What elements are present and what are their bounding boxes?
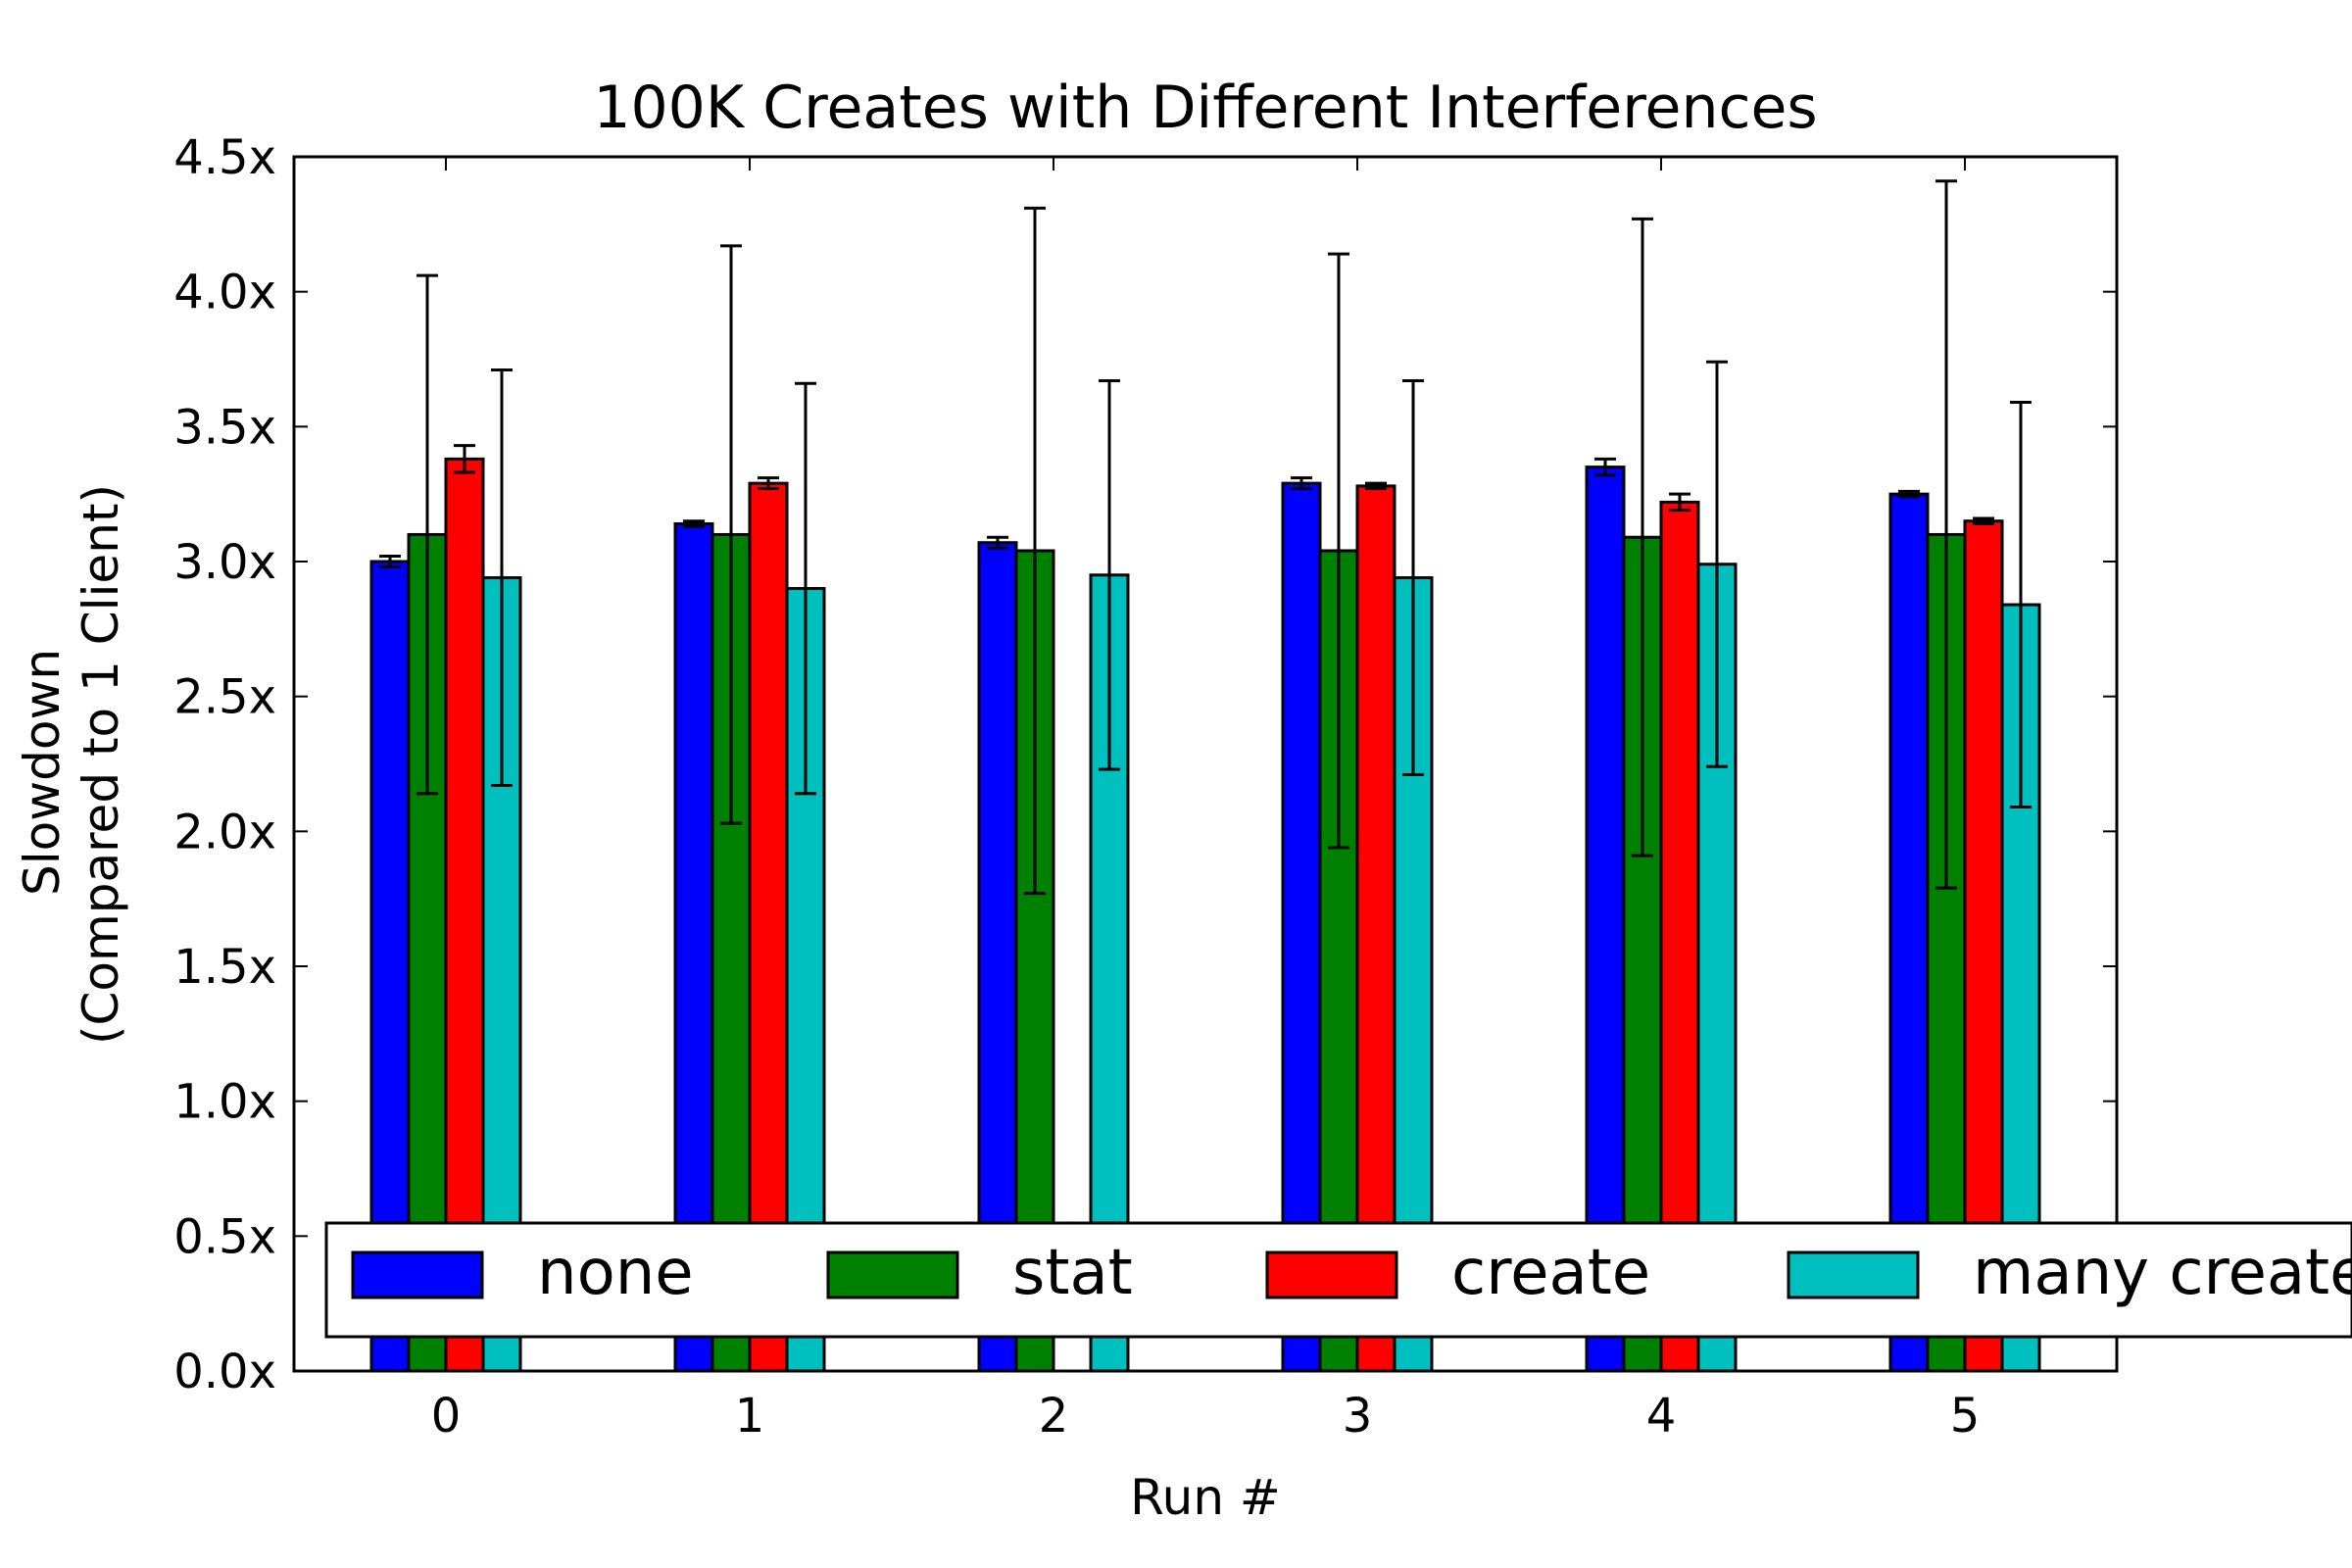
x-tick-label: 0 [431, 1389, 462, 1444]
error-bar-create-run-0 [454, 444, 475, 474]
error-bar-none-run-4 [1594, 457, 1616, 477]
y-tick-label: 3.0x [173, 535, 276, 590]
error-bar-none-run-0 [379, 554, 401, 569]
x-axis-label: Run # [1130, 1469, 1281, 1526]
error-bar-stat-run-0 [416, 273, 438, 796]
x-tick-label: 1 [735, 1389, 765, 1444]
y-tick-label: 2.0x [173, 805, 276, 859]
error-bar-many-creates-run-0 [491, 368, 513, 788]
y-axis-label: Slowdown (Compared to 1 Client) [14, 484, 129, 1045]
y-tick-label: 3.5x [173, 400, 276, 455]
error-bar-stat-run-4 [1632, 217, 1653, 858]
error-bar-many-creates-run-5 [2010, 401, 2032, 809]
error-bar-many-creates-run-2 [1099, 379, 1120, 771]
error-bar-stat-run-5 [1936, 179, 1957, 890]
x-tick-label: 3 [1343, 1389, 1373, 1444]
error-bar-many-creates-run-3 [1402, 379, 1424, 777]
y-axis-label-line2: (Compared to 1 Client) [73, 484, 129, 1045]
error-bar-create-run-1 [758, 476, 779, 491]
error-bar-create-run-3 [1365, 481, 1387, 491]
chart-title: 100K Creates with Different Interference… [593, 74, 1817, 142]
error-bar-none-run-5 [1898, 489, 1920, 499]
x-tick-label: 2 [1039, 1389, 1069, 1444]
y-axis-label-line1: Slowdown [14, 649, 71, 896]
y-tick-label: 4.0x [173, 266, 276, 320]
error-bar-create-run-4 [1669, 492, 1690, 513]
legend-label: none [537, 1237, 694, 1309]
error-bar-none-run-3 [1291, 476, 1312, 491]
error-bar-many-creates-run-4 [1706, 360, 1728, 768]
y-tick-label: 0.0x [173, 1345, 276, 1399]
error-bar-stat-run-3 [1328, 252, 1349, 850]
legend-label: many creates [1973, 1237, 2352, 1309]
legend-swatch [351, 1250, 484, 1299]
ticks-layer: 0.0x 0.5x 1.0x 1.5x 2.0x 2.5x 3.0x 3.5x 4.0x 4.5x… [173, 130, 2117, 1444]
legend-item-create: create [1265, 1237, 1650, 1309]
legend-item-none: none [351, 1237, 694, 1309]
y-tick-label: 0.5x [173, 1209, 276, 1264]
error-bars-layer [379, 179, 2032, 896]
error-bar-stat-run-1 [720, 244, 742, 825]
legend-item-many-creates: many creates [1787, 1237, 2352, 1309]
y-tick-label: 1.0x [173, 1075, 276, 1130]
legend-item-stat: stat [826, 1237, 1133, 1309]
legend: none stat create many creates [324, 1221, 2352, 1339]
legend-swatch [1265, 1250, 1398, 1299]
plot-frame [292, 155, 2119, 1373]
legend-label: stat [1012, 1237, 1133, 1309]
y-tick-label: 1.5x [173, 940, 276, 995]
x-tick-label: 4 [1646, 1389, 1677, 1444]
error-bar-none-run-1 [683, 519, 705, 528]
y-tick-label: 2.5x [173, 670, 276, 725]
legend-label: create [1451, 1237, 1650, 1309]
legend-swatch [826, 1250, 959, 1299]
error-bar-many-creates-run-1 [795, 381, 816, 796]
error-bar-none-run-2 [987, 535, 1008, 550]
y-tick-label: 4.5x [173, 130, 276, 185]
error-bar-create-run-5 [1973, 516, 1994, 525]
error-bar-stat-run-2 [1024, 206, 1046, 896]
x-tick-label: 5 [1950, 1389, 1981, 1444]
legend-swatch [1787, 1250, 1920, 1299]
